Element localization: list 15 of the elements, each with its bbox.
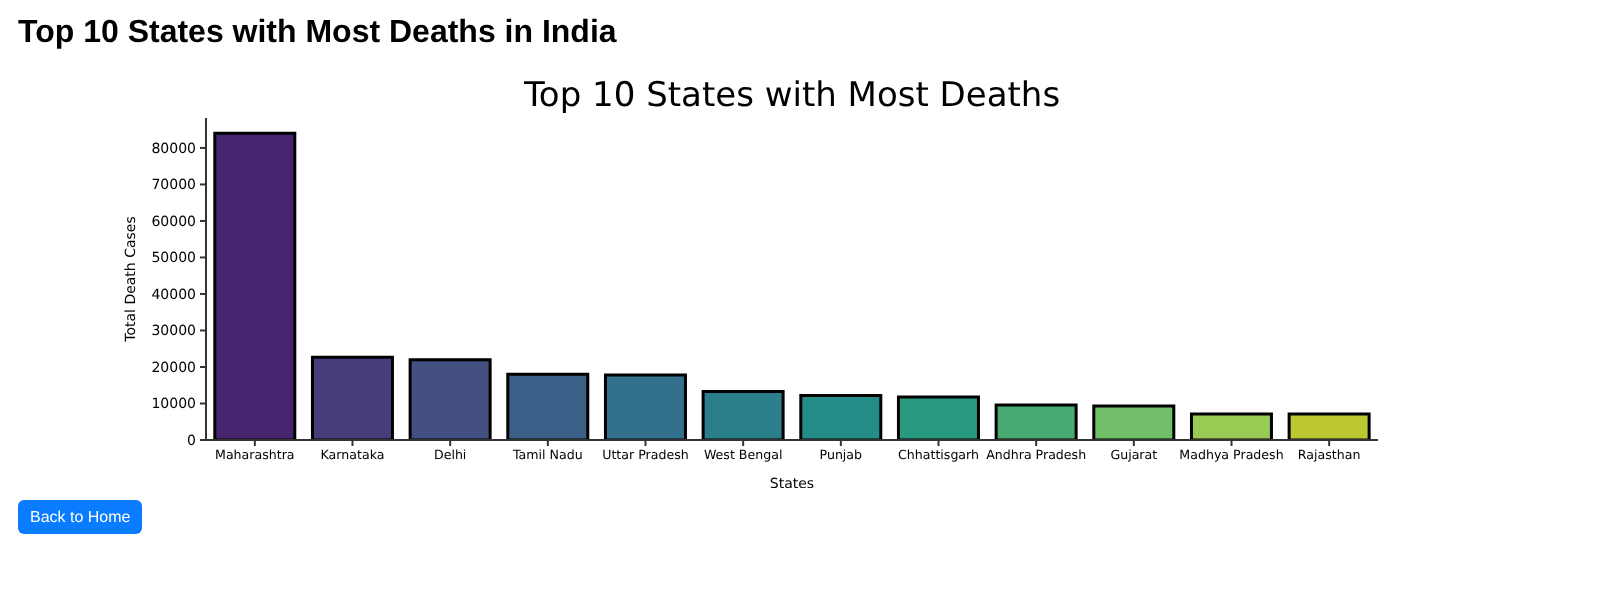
bar <box>799 393 883 440</box>
bar <box>603 373 687 440</box>
bar <box>994 403 1078 440</box>
bar <box>310 355 394 440</box>
bar <box>408 358 492 440</box>
bar <box>1189 412 1273 440</box>
bar <box>896 395 980 440</box>
bar <box>506 372 590 440</box>
bar <box>701 389 785 440</box>
bar <box>1287 412 1371 440</box>
home-button[interactable]: Back to Home <box>18 500 143 534</box>
bar <box>213 131 297 440</box>
chart-title: Top 10 States with Most Deaths <box>521 76 1063 116</box>
text: Top 10 States with Most Deaths in India <box>16 16 619 54</box>
bar <box>1092 404 1176 440</box>
